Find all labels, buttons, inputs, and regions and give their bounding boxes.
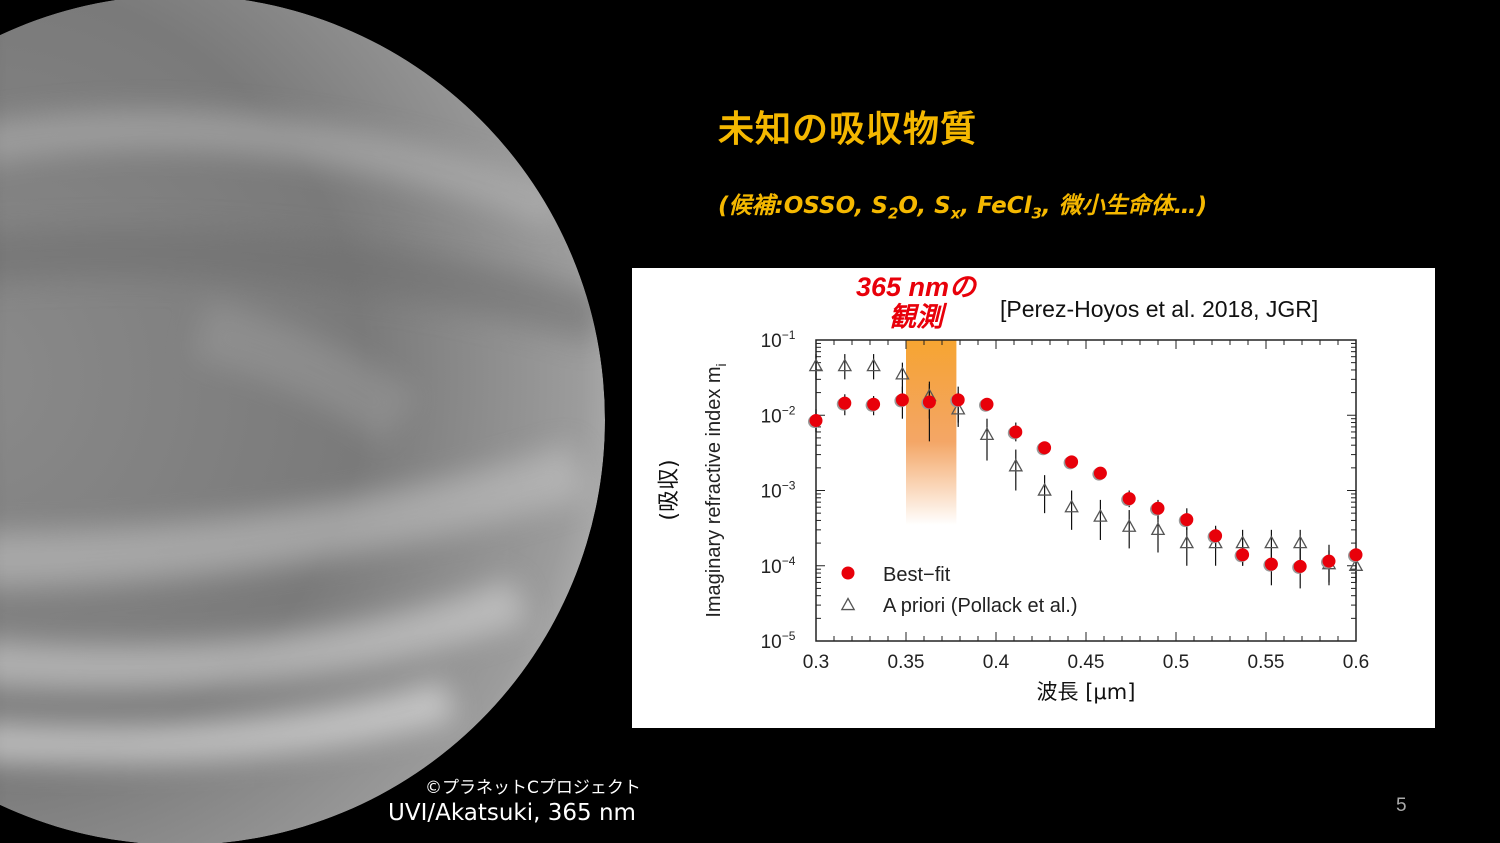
a-priori-point — [1064, 499, 1079, 513]
x-tick-label: 0.3 — [803, 652, 829, 673]
a-priori-point — [1264, 535, 1279, 549]
image-caption: UVI/Akatsuki, 365 nm — [388, 800, 636, 826]
legend-best-fit-label: Best−fit — [883, 564, 951, 586]
y-axis-label-main: Imaginary refractive index m — [703, 366, 725, 617]
best-fit-point — [951, 393, 965, 407]
x-axis-label: 波長 [μm] — [1037, 680, 1136, 704]
observation-label: 365 nmの 観測 — [856, 272, 976, 332]
observation-label-line2: 観測 — [889, 302, 944, 332]
a-priori-point — [837, 358, 853, 372]
best-fit-point — [1180, 513, 1194, 527]
subtitle-fecl-sub: 3 — [1031, 204, 1042, 223]
a-priori-point — [950, 401, 966, 415]
subtitle-s2o-sub: 2 — [887, 204, 899, 223]
x-tick-label: 0.55 — [1248, 652, 1285, 673]
subtitle-prefix: (候補:OSSO, S — [718, 193, 888, 219]
a-priori-point — [808, 358, 824, 372]
legend-a-priori-marker — [840, 597, 856, 611]
image-credit: ©プラネットCプロジェクト — [425, 778, 641, 798]
citation: [Perez-Hoyos et al. 2018, JGR] — [1000, 296, 1319, 322]
legend-best-fit-marker — [841, 566, 855, 580]
best-fit-point — [1264, 557, 1278, 571]
x-tick-label: 0.45 — [1068, 652, 1105, 673]
best-fit-point — [922, 395, 936, 409]
a-priori-point — [1179, 535, 1195, 549]
subtitle-mid: , FeCl — [960, 193, 1032, 219]
x-tick-label: 0.5 — [1163, 652, 1189, 673]
x-tick-label: 0.4 — [983, 652, 1010, 673]
chart-legend: Best−fit A priori (Pollack et al.) — [840, 564, 1078, 617]
best-fit-point — [838, 396, 852, 410]
y-axis-label: Imaginary refractive index mi — [703, 363, 729, 617]
best-fit-point — [1236, 548, 1250, 562]
y-axis-label-sub: i — [713, 363, 729, 366]
a-priori-point — [1093, 508, 1108, 522]
x-tick-labels: 0.3 0.35 0.4 0.45 0.5 0.55 0.6 — [803, 652, 1369, 673]
y-axis-annotation: (吸収) — [657, 459, 682, 520]
observation-band — [906, 340, 957, 525]
best-fit-point — [1151, 501, 1165, 515]
slide-subtitle: (候補:OSSO, S2O, Sx, FeCl3, 微小生命体…) — [718, 186, 1207, 223]
best-fit-point — [1293, 559, 1307, 573]
best-fit-point — [980, 397, 994, 411]
legend-a-priori-label: A priori (Pollack et al.) — [883, 595, 1078, 617]
best-fit-point — [895, 393, 909, 407]
page-number: 5 — [1396, 795, 1407, 816]
a-priori-point — [1121, 518, 1137, 532]
x-tick-label: 0.35 — [888, 652, 925, 673]
y-tick-label: 10−1 — [761, 328, 796, 352]
best-fit-point — [1322, 554, 1336, 568]
error-bars — [815, 354, 1357, 589]
data-markers — [808, 358, 1364, 574]
subtitle-suffix: , 微小生命体…) — [1041, 193, 1208, 219]
a-priori-point — [895, 366, 910, 380]
best-fit-point — [1349, 548, 1363, 562]
best-fit-point — [1038, 441, 1052, 455]
a-priori-point — [1235, 535, 1250, 549]
best-fit-point — [1209, 529, 1223, 543]
y-tick-label: 10−5 — [761, 629, 796, 653]
a-priori-point — [1037, 482, 1052, 496]
subtitle-s2o-rest: O, S — [898, 193, 951, 219]
y-tick-label: 10−2 — [761, 403, 796, 427]
best-fit-point — [809, 414, 823, 428]
y-tick-label: 10−4 — [761, 554, 796, 578]
a-priori-point — [866, 358, 881, 372]
y-tick-labels: 10−1 10−2 10−3 10−4 10−5 — [761, 328, 796, 653]
y-tick-label: 10−3 — [761, 479, 796, 503]
best-fit-point — [1065, 455, 1079, 469]
observation-label-line1: 365 nmの — [856, 272, 977, 302]
best-fit-point — [1093, 466, 1107, 480]
subtitle-sx-sub: x — [950, 204, 961, 223]
a-priori-point — [1348, 557, 1364, 571]
best-fit-point — [867, 397, 881, 411]
x-tick-label: 0.6 — [1343, 652, 1369, 673]
best-fit-point — [1122, 492, 1136, 506]
best-fit-point — [1009, 425, 1023, 439]
chart-panel: 0.3 0.35 0.4 0.45 0.5 0.55 0.6 10−1 10−2 10−3 10−… — [632, 268, 1435, 728]
refractive-index-chart: 0.3 0.35 0.4 0.45 0.5 0.55 0.6 10−110−210−310−… — [657, 328, 1369, 704]
a-priori-point — [979, 426, 995, 440]
a-priori-point — [1008, 458, 1024, 472]
plot-frame — [815, 339, 1357, 642]
a-priori-point — [1150, 522, 1166, 536]
a-priori-point — [1292, 535, 1308, 549]
slide-title: 未知の吸収物質 — [718, 109, 978, 150]
